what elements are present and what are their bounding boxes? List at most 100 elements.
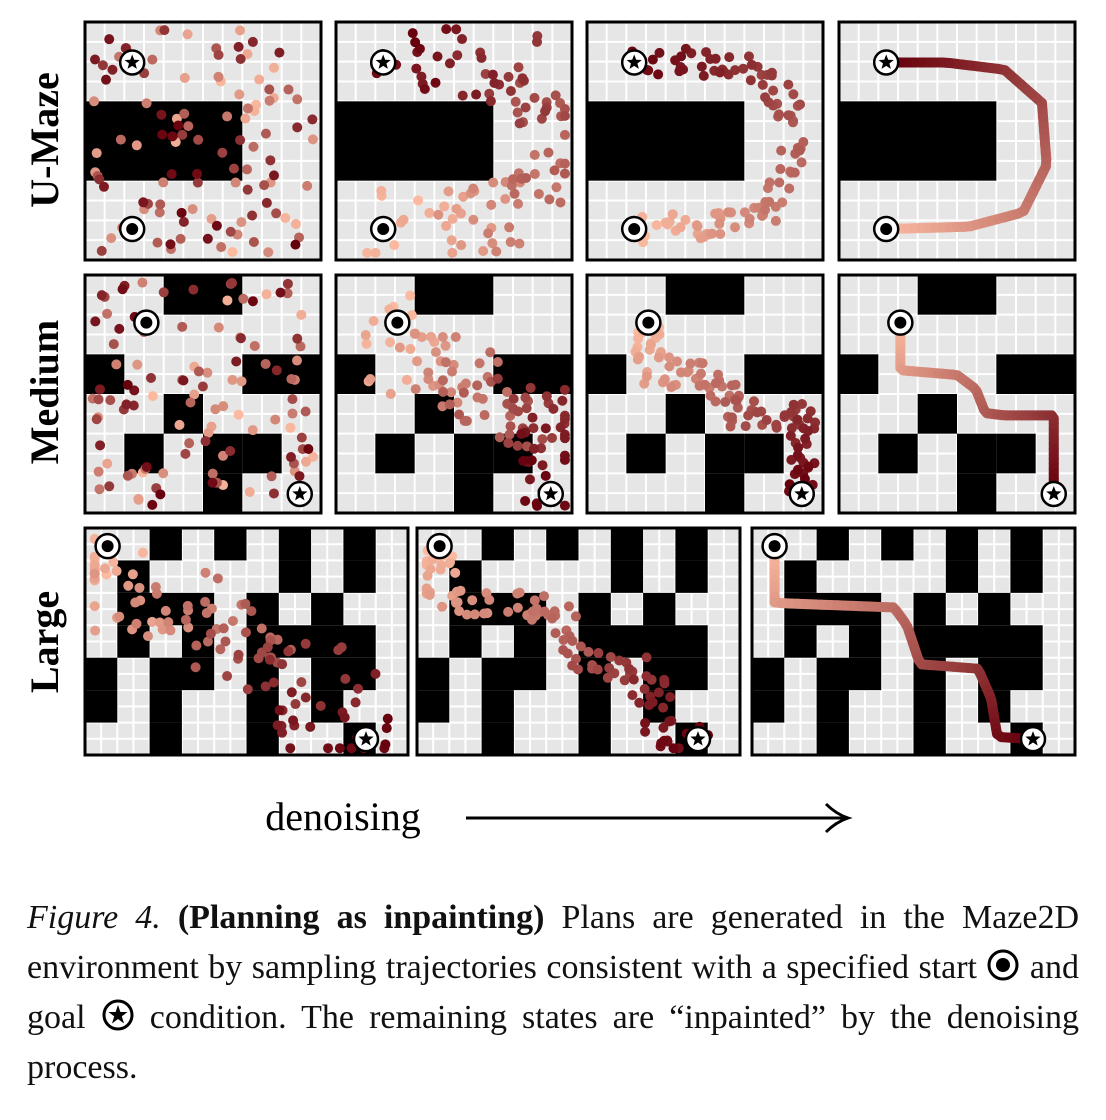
trajectory-point (283, 84, 294, 95)
trajectory-point (236, 217, 247, 228)
trajectory-point (520, 495, 531, 506)
trajectory-point (555, 422, 566, 433)
trajectory-point (222, 671, 233, 682)
trajectory-point (512, 107, 523, 118)
trajectory-point (696, 61, 707, 72)
trajectory-point (247, 36, 258, 47)
trajectory-point (441, 24, 452, 35)
trajectory-point (295, 341, 306, 352)
trajectory-point (192, 168, 203, 179)
figure-caption: Figure 4. (Planning as inpainting) Plans… (27, 893, 1079, 1093)
trajectory-point (296, 677, 307, 688)
trajectory-point (740, 421, 751, 432)
trajectory-point (710, 378, 721, 389)
maze-panel (415, 526, 742, 757)
trajectory-point (555, 197, 566, 208)
trajectory-point (147, 616, 158, 627)
trajectory-point (264, 84, 275, 95)
start-marker-icon (635, 309, 662, 336)
trajectory-point (697, 358, 708, 369)
trajectory-point (413, 195, 424, 206)
trajectory-point (176, 207, 187, 218)
trajectory-point (89, 560, 100, 571)
trajectory-point (803, 461, 814, 472)
trajectory-point (559, 454, 570, 465)
trajectory-point (505, 86, 516, 97)
trajectory-point (520, 392, 531, 403)
trajectory-point (479, 608, 490, 619)
trajectory-point (218, 623, 229, 634)
trajectory-point (262, 642, 273, 653)
trajectory-point (432, 51, 443, 62)
trajectory-point (468, 214, 479, 225)
trajectory-point (484, 88, 495, 99)
trajectory-point (218, 401, 229, 412)
trajectory-point (472, 380, 483, 391)
trajectory-point (492, 373, 503, 384)
trajectory-point (308, 451, 319, 462)
trajectory-point (240, 598, 251, 609)
trajectory-point (433, 209, 444, 220)
trajectory-point (127, 569, 138, 580)
trajectory-point (238, 293, 249, 304)
trajectory-point (792, 414, 803, 425)
trajectory-point (260, 358, 271, 369)
trajectory-point (370, 668, 381, 679)
trajectory-point (452, 397, 463, 408)
trajectory-point (131, 618, 142, 629)
trajectory-point (222, 111, 233, 122)
trajectory-point (155, 489, 166, 500)
trajectory-point (550, 90, 561, 101)
trajectory-point (437, 332, 448, 343)
trajectory-point (159, 25, 170, 36)
trajectory-point (259, 180, 270, 191)
trajectory-point (540, 470, 551, 481)
trajectory-point (274, 47, 285, 58)
trajectory-point (653, 69, 664, 80)
trajectory-point (500, 194, 511, 205)
trajectory-point (440, 357, 451, 368)
trajectory-point (477, 393, 488, 404)
trajectory-point (766, 67, 777, 78)
trajectory-point (435, 564, 446, 575)
trajectory-point (726, 412, 737, 423)
trajectory-point (138, 197, 149, 208)
trajectory-point (444, 399, 455, 410)
trajectory-point (486, 199, 497, 210)
trajectory-point (537, 434, 548, 445)
trajectory-point (111, 359, 122, 370)
trajectory-point (665, 692, 676, 703)
trajectory-point (715, 228, 726, 239)
trajectory-point (738, 63, 749, 74)
trajectory-point (290, 218, 301, 229)
trajectory-point (628, 674, 639, 685)
trajectory-point (362, 247, 373, 258)
trajectory-point (190, 662, 201, 673)
maze-panel (585, 273, 825, 515)
trajectory-point (247, 210, 258, 221)
trajectory-point (593, 648, 604, 659)
trajectory-point (212, 573, 223, 584)
trajectory-point (483, 228, 494, 239)
trajectory-point (271, 365, 282, 376)
trajectory-point (559, 158, 570, 169)
trajectory-point (137, 547, 148, 558)
trajectory-point (446, 235, 457, 246)
trajectory-point (96, 290, 107, 301)
trajectory-point (692, 221, 703, 232)
start-marker-icon (384, 309, 411, 336)
trajectory-point (508, 393, 519, 404)
trajectory-point (94, 484, 105, 495)
trajectory-point (664, 361, 675, 372)
trajectory-point (437, 601, 448, 612)
trajectory-point (764, 196, 775, 207)
trajectory-point (726, 380, 737, 391)
trajectory-point (381, 723, 392, 734)
trajectory-point (265, 155, 276, 166)
trajectory-point (583, 646, 594, 657)
trajectory-point (104, 34, 115, 45)
trajectory-point (469, 609, 480, 620)
trajectory-point (132, 359, 143, 370)
trajectory-point (166, 169, 177, 180)
caption-text-2: and goal (27, 949, 1080, 1036)
